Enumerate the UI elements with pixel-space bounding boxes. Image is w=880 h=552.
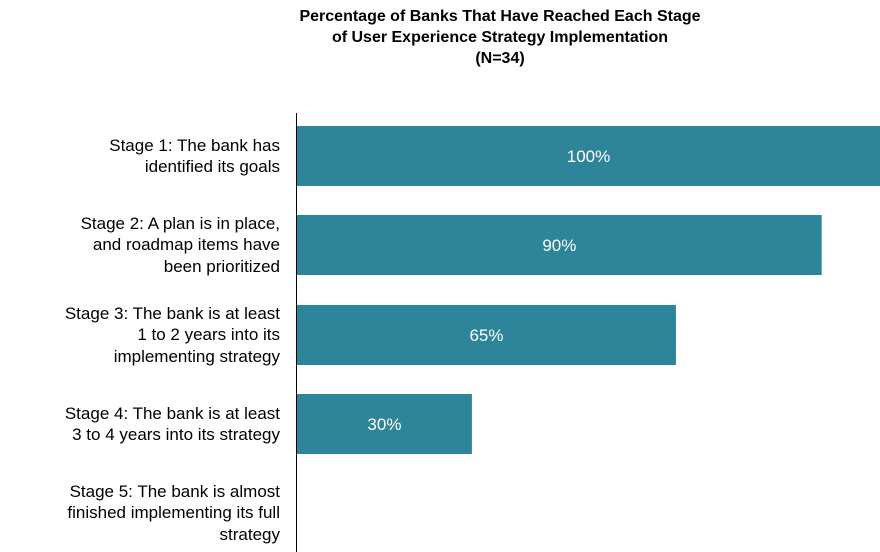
chart-title-line-1: Percentage of Banks That Have Reached Ea… bbox=[299, 8, 701, 25]
category-label-1: Stage 1: The bank has identified its goal… bbox=[2, 135, 280, 178]
bar-stage-2 bbox=[297, 215, 822, 275]
chart-title-line-2: of User Experience Strategy Implementati… bbox=[331, 29, 669, 46]
data-label-stage-1: 100% bbox=[567, 147, 610, 166]
category-label-3-line-3: implementing strategy bbox=[113, 346, 280, 366]
bar-stage-1 bbox=[297, 126, 880, 186]
category-label-2-line-2: and roadmap items have bbox=[92, 235, 280, 255]
data-label-stage-2: 90% bbox=[542, 236, 576, 255]
chart-title-line-3: (N=34) bbox=[475, 50, 525, 67]
bar-stage-4 bbox=[297, 394, 472, 454]
category-label-5-line-1: Stage 5: The bank is almost bbox=[69, 481, 280, 501]
category-label-3-line-2: 1 to 2 years into its bbox=[137, 325, 280, 345]
data-label-stage-3: 65% bbox=[469, 326, 503, 345]
bars-layer: 100% 90% 65% 30% bbox=[297, 126, 880, 454]
category-label-1-line-1: Stage 1: The bank has bbox=[109, 135, 280, 155]
category-label-4-line-2: 3 to 4 years into its strategy bbox=[72, 425, 280, 444]
chart-title: Percentage of Banks That Have Reached Ea… bbox=[120, 6, 880, 69]
category-label-5-line-2: finished implementing its full bbox=[67, 503, 280, 523]
category-label-4: Stage 4: The bank is at least 3 to 4 year… bbox=[2, 403, 280, 446]
category-label-2: Stage 2: A plan is in place, and roadmap … bbox=[2, 213, 280, 278]
category-label-1-line-2: identified its goals bbox=[144, 157, 280, 176]
category-label-5: Stage 5: The bank is almost finished impl… bbox=[2, 481, 280, 546]
category-label-5-line-3: strategy bbox=[219, 524, 280, 544]
category-label-2-line-3: been prioritized bbox=[163, 256, 280, 276]
data-label-stage-4: 30% bbox=[367, 415, 401, 434]
category-label-3-line-1: Stage 3: The bank is at least bbox=[64, 303, 280, 323]
category-label-3: Stage 3: The bank is at least 1 to 2 year… bbox=[2, 303, 280, 368]
category-label-2-line-1: Stage 2: A plan is in place, bbox=[80, 213, 280, 233]
category-label-4-line-1: Stage 4: The bank is at least bbox=[64, 403, 280, 423]
bar-stage-3 bbox=[297, 305, 676, 365]
